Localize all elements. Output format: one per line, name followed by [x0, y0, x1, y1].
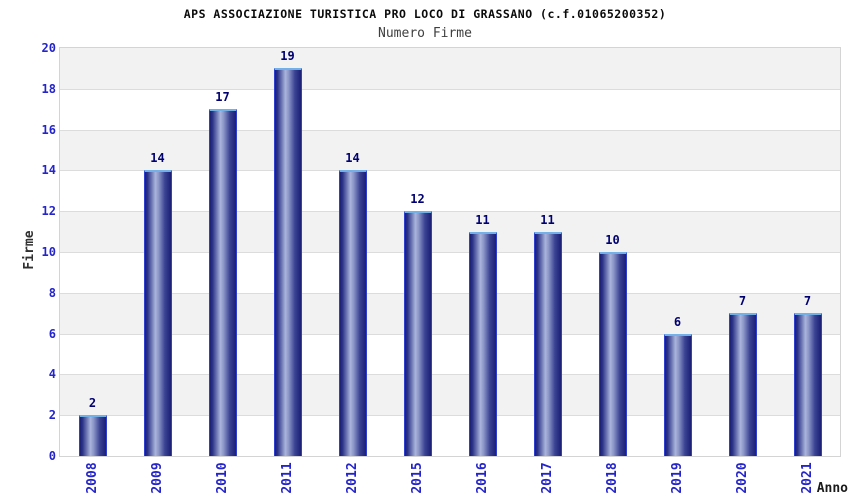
bar-2010 — [208, 109, 237, 456]
plot-band — [60, 252, 840, 293]
bar-value-label: 14 — [345, 151, 360, 166]
bar-value-label: 7 — [803, 294, 812, 309]
y-tick-label: 20 — [41, 41, 56, 55]
bar-2015 — [403, 211, 432, 456]
bar-2009 — [143, 170, 172, 456]
y-tick-label: 18 — [41, 81, 56, 96]
x-tick-label: 2021 — [799, 462, 815, 494]
gridline — [60, 211, 840, 213]
plot-band — [60, 88, 840, 130]
bar-2008 — [78, 415, 107, 456]
plot-area: 2 14 17 19 14 12 11 11 10 6 7 7 — [59, 47, 841, 457]
y-tick-label: 4 — [48, 367, 56, 382]
plot-band — [60, 48, 840, 89]
bar-2017 — [533, 231, 562, 456]
plot-band — [60, 415, 840, 456]
y-tick-label: 6 — [48, 326, 56, 341]
bar-2018 — [598, 252, 627, 456]
x-tick-label: 2018 — [604, 462, 620, 494]
gridline — [60, 129, 840, 131]
x-tick-label: 2009 — [149, 462, 165, 494]
y-tick-label: 14 — [41, 163, 56, 178]
bar-value-label: 7 — [738, 294, 747, 309]
plot-band — [60, 129, 840, 171]
x-tick-label: 2012 — [344, 462, 360, 494]
bar-value-label: 6 — [673, 314, 682, 329]
gridline — [60, 252, 840, 253]
y-tick-label: 16 — [41, 122, 56, 137]
bar-value-label: 14 — [150, 151, 165, 166]
x-tick-label: 2011 — [279, 462, 295, 494]
x-axis-title: Anno — [816, 481, 848, 496]
bar-2012 — [338, 170, 367, 456]
bar-2021 — [793, 313, 822, 456]
chart-subtitle: Numero Firme — [378, 26, 472, 41]
bar-value-label: 17 — [215, 90, 230, 105]
x-tick-label: 2019 — [669, 462, 685, 494]
gridline — [60, 292, 840, 294]
bar-value-label: 11 — [475, 212, 490, 227]
plot-band — [60, 170, 840, 212]
y-tick-label: 10 — [41, 245, 56, 259]
chart-title: APS ASSOCIAZIONE TURISTICA PRO LOCO DI G… — [183, 7, 667, 21]
x-tick-label: 2008 — [84, 462, 100, 494]
plot-band — [60, 292, 840, 334]
plot-band — [60, 333, 840, 375]
bar-2016 — [468, 231, 497, 456]
plot-band — [60, 374, 840, 416]
x-tick-label: 2016 — [474, 462, 490, 494]
x-tick-label: 2017 — [539, 462, 555, 494]
plot-band — [60, 211, 840, 252]
y-tick-label: 8 — [48, 285, 56, 300]
x-tick-label: 2020 — [734, 462, 750, 494]
y-tick-label: 2 — [48, 408, 56, 423]
bar-2011 — [273, 68, 302, 456]
x-tick-label: 2015 — [409, 462, 425, 494]
gridline — [60, 170, 840, 172]
bar-2019 — [663, 333, 692, 456]
bar-value-label: 11 — [540, 212, 555, 227]
y-tick-label: 0 — [48, 449, 56, 463]
bar-value-label: 10 — [605, 233, 620, 247]
gridline — [60, 374, 840, 376]
bar-value-label: 12 — [410, 192, 425, 207]
y-tick-label: 12 — [41, 204, 56, 219]
gridline — [60, 333, 840, 335]
bar-value-label: 19 — [280, 49, 295, 64]
gridline — [60, 88, 840, 90]
x-tick-label: 2010 — [214, 462, 230, 494]
bar-2020 — [728, 313, 757, 456]
gridline — [60, 415, 840, 417]
bar-value-label: 2 — [88, 396, 97, 411]
